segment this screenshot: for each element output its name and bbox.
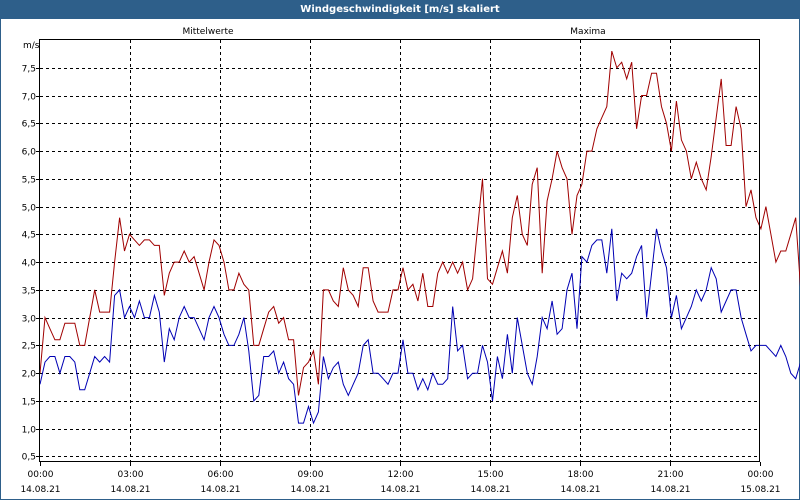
y-axis-label: m/s: [23, 41, 40, 51]
y-tick-label: 3,0: [22, 315, 37, 325]
y-tick-label: 4,5: [22, 231, 36, 241]
x-tick-date-label: 14.08.21: [470, 485, 510, 495]
x-tick-date-label: 15.08.21: [740, 485, 780, 495]
x-tick-time-label: 06:00: [208, 470, 234, 480]
legend-maxima: Maxima: [570, 27, 605, 37]
y-tick-label: 0,5: [22, 453, 36, 463]
y-tick-label: 7,5: [22, 65, 36, 75]
x-tick-date-label: 14.08.21: [200, 485, 240, 495]
x-tick-date-label: 14.08.21: [650, 485, 690, 495]
y-tick-label: 2,0: [22, 370, 37, 380]
y-tick-label: 7,0: [22, 93, 37, 103]
chart-title: Windgeschwindigkeit [m/s] skaliert: [1, 1, 799, 19]
series-line-maxima: [39, 50, 800, 396]
x-tick-date-label: 14.08.21: [20, 485, 60, 495]
x-tick-time-label: 12:00: [388, 470, 414, 480]
y-tick-label: 1,0: [22, 426, 37, 436]
y-tick-label: 4,0: [22, 259, 37, 269]
y-tick-label: 3,5: [22, 287, 36, 297]
x-tick-time-label: 00:00: [748, 470, 774, 480]
x-tick-time-label: 15:00: [478, 470, 504, 480]
series-line-mittelwerte: [39, 228, 800, 425]
legend-mittelwerte: Mittelwerte: [182, 27, 233, 37]
x-tick-time-label: 18:00: [568, 470, 594, 480]
x-tick-date-label: 14.08.21: [560, 485, 600, 495]
x-tick-date-label: 14.08.21: [110, 485, 150, 495]
x-tick-time-label: 21:00: [658, 470, 684, 480]
x-tick-time-label: 09:00: [298, 470, 324, 480]
x-tick-time-label: 03:00: [118, 470, 144, 480]
x-tick-date-label: 14.08.21: [380, 485, 420, 495]
y-tick-label: 5,0: [22, 204, 37, 214]
y-tick-label: 1,5: [22, 398, 36, 408]
y-tick-label: 5,5: [22, 176, 36, 186]
x-tick-date-label: 14.08.21: [290, 485, 330, 495]
x-tick-time-label: 00:00: [28, 470, 54, 480]
plot-area-border: [39, 39, 760, 462]
y-tick-label: 2,5: [22, 342, 36, 352]
y-tick-label: 6,5: [22, 120, 36, 130]
y-tick-label: 6,0: [22, 148, 37, 158]
